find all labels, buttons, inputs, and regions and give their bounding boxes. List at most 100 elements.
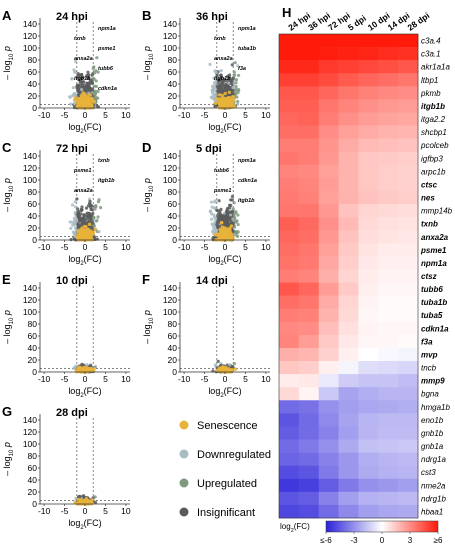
volcano-plots: A 24 hpi npm1a txnb psme1 anxa2a tubb6 itgb1b cd…: [2, 8, 271, 531]
heatmap-cell: [378, 374, 399, 388]
data-point: [90, 220, 94, 224]
heatmap-cell: [298, 34, 320, 48]
senescence-point: [87, 229, 91, 233]
senescence-point: [82, 101, 87, 105]
heatmap-cell: [338, 308, 359, 323]
heatmap-cell: [298, 47, 320, 61]
heatmap-row-label: itgb1b: [421, 102, 445, 111]
heatmap-cell: [358, 164, 379, 179]
data-point: [235, 219, 239, 224]
heatmap-cell: [398, 73, 419, 87]
x-tick-label: -5: [61, 242, 69, 252]
y-tick-label: 0: [32, 103, 37, 113]
heatmap-cell: [378, 295, 399, 310]
y-axis-title: – log10 p: [2, 310, 15, 344]
heatmap-cell: [378, 439, 399, 453]
heatmap-cell: [398, 491, 419, 506]
y-tick-label: 120: [23, 163, 37, 173]
heatmap-cell: [298, 73, 320, 87]
data-point: [73, 205, 78, 209]
y-axis-title-part: p: [2, 46, 12, 54]
gene-label: anxa2a: [214, 56, 233, 62]
data-point: [77, 213, 81, 217]
data-point: [91, 87, 95, 91]
data-point: [73, 221, 77, 225]
x-tick-label: 5: [103, 110, 108, 120]
x-axis-title-sub: 2: [80, 393, 84, 399]
heatmap-cell: [338, 230, 359, 244]
x-tick-label: -5: [201, 242, 209, 252]
heatmap-cell: [298, 295, 320, 310]
heatmap-cell: [378, 177, 399, 192]
heatmap-row-label: tncb: [421, 364, 437, 373]
data-point: [68, 220, 72, 224]
y-axis-title-part: p: [2, 310, 12, 318]
heatmap-row-label: gnb1a: [421, 442, 444, 451]
panel-title: 5 dpi: [196, 143, 222, 155]
x-axis-title-sub: 2: [220, 261, 224, 267]
senescence-point: [83, 92, 87, 96]
heatmap-cell: [338, 465, 359, 480]
x-tick-label: 5: [103, 242, 108, 252]
senescence-point: [77, 233, 82, 237]
data-point: [229, 213, 233, 217]
heatmap-cell: [298, 452, 320, 466]
gene-label: psme1: [97, 46, 115, 52]
heatmap-cell: [358, 387, 379, 401]
y-tick-label: 20: [28, 91, 38, 101]
y-axis-title-sub: 10: [9, 53, 15, 60]
data-point: [79, 77, 83, 81]
data-point: [92, 65, 96, 69]
heatmap-cell: [279, 413, 300, 427]
y-axis-title-sub: 10: [9, 317, 15, 324]
senescence-point: [73, 96, 78, 100]
heatmap-cell: [279, 465, 300, 480]
heatmap-cell: [279, 86, 300, 100]
x-tick-label: -5: [201, 374, 209, 384]
data-point: [96, 96, 100, 100]
heatmap-cells: [279, 34, 419, 519]
data-point: [212, 85, 217, 89]
x-tick-label: 0: [223, 374, 228, 384]
senescence-point: [227, 95, 232, 100]
heatmap-cell: [378, 282, 399, 296]
y-tick-label: 40: [28, 475, 38, 485]
heatmap-frame: [278, 33, 419, 519]
data-point: [88, 363, 93, 367]
heatmap-cell: [279, 387, 300, 401]
senescence-point: [218, 367, 223, 371]
y-tick-label: 60: [168, 67, 178, 77]
heatmap-cell: [318, 426, 339, 440]
heatmap-cell: [298, 308, 320, 323]
heatmap-cell: [318, 217, 339, 231]
heatmap-cell: [398, 452, 419, 466]
x-axis-title-part: log: [68, 386, 80, 396]
senescence-point: [80, 103, 85, 108]
y-tick-label: 80: [168, 319, 178, 329]
senescence-point: [227, 90, 232, 95]
data-point: [86, 76, 90, 80]
data-point: [219, 85, 223, 89]
gene-label: itgb1b: [214, 76, 231, 82]
y-tick-label: 40: [28, 79, 38, 89]
senescence-point: [227, 231, 231, 236]
heatmap-row-label: tuba5: [421, 311, 443, 320]
y-axis-title: – log10 p: [2, 46, 15, 80]
heatmap-cell: [318, 269, 339, 283]
heatmap-cell: [279, 217, 300, 231]
heatmap-row-label: mmp9: [421, 377, 445, 386]
heatmap-cell: [378, 256, 399, 270]
heatmap-cell: [358, 334, 379, 349]
x-tick-label: 5: [243, 242, 248, 252]
senescence-point: [223, 91, 227, 96]
data-point: [77, 209, 81, 214]
heatmap-cell: [318, 478, 339, 493]
heatmap-column-label: 36 hpi: [306, 10, 332, 32]
data-point: [85, 73, 89, 78]
legend-marker: [179, 449, 189, 459]
y-axis-title-sub: 10: [149, 185, 155, 192]
x-tick-label: -5: [61, 374, 69, 384]
heatmap-cell: [338, 334, 359, 349]
heatmap-cell: [318, 334, 339, 349]
